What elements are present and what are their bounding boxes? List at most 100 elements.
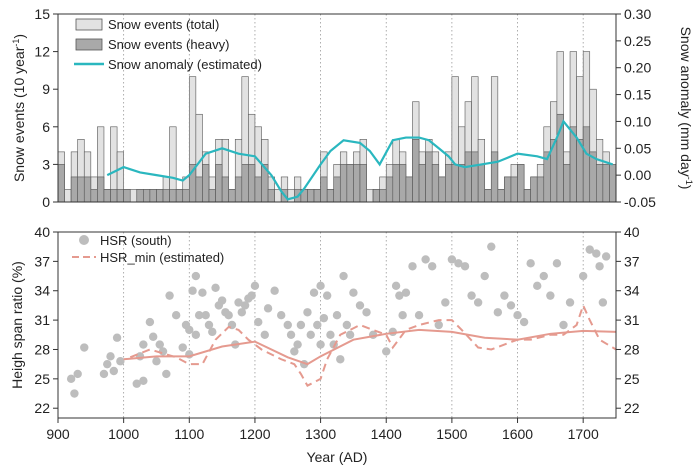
heavy-bar-1380	[372, 189, 380, 203]
hsr-point	[188, 286, 197, 295]
hsr-point	[116, 357, 125, 366]
hsr-point	[427, 262, 437, 271]
bottom-right-tick-label-40: 40	[624, 224, 640, 240]
bottom-right-tick-label-31: 31	[624, 312, 640, 328]
heavy-bar-1020	[136, 189, 144, 203]
hsr-point	[145, 317, 155, 327]
heavy-bar-1410	[392, 164, 400, 203]
hsr-point	[408, 262, 417, 271]
legend-label-anomaly: Snow anomaly (estimated)	[108, 57, 262, 72]
hsr-point	[240, 301, 250, 310]
hsr-point	[345, 330, 355, 339]
bottom-right-axis-ticks: 22 25 28 31 34 37 40	[616, 224, 640, 416]
hsr-point	[546, 291, 555, 300]
hsr-point	[559, 320, 568, 330]
hsr-point	[185, 325, 194, 335]
top-left-tick-label-15: 15	[34, 6, 50, 22]
hsr-point	[165, 291, 174, 300]
heavy-bar-1680	[569, 126, 577, 203]
hsr-point	[336, 355, 345, 364]
hsr-point	[132, 379, 141, 388]
heavy-bar-1040	[149, 189, 157, 203]
top-left-axis-ticks: 0 3 6 9 12 15	[34, 6, 58, 210]
heavy-bar-1430	[405, 176, 413, 203]
hsr-point	[460, 262, 470, 271]
heavy-bar-1060	[162, 189, 170, 203]
hsr-point	[270, 286, 279, 295]
heavy-bar-1570	[497, 189, 505, 203]
hsr-point	[480, 271, 489, 281]
snow-events-panel: 0 3 6 9 12 15 -0.05 0.00 0.05 0.10 0.15 0.20 0.25 0.…	[11, 6, 694, 210]
snow-anomaly-axis-label: Snow anomaly (mm day-1)	[678, 27, 694, 190]
hsr-point	[322, 291, 332, 300]
hsr-point	[487, 242, 496, 251]
heavy-bar-1180	[241, 164, 249, 203]
bottom-left-tick-label-25: 25	[34, 371, 50, 387]
top-right-tick-label-3: 0.10	[624, 113, 651, 129]
top-right-tick-label-2: 0.05	[624, 140, 651, 156]
hsr-panel: 22 25 28 31 34 37 40 22 25 28 31 34 37 40 900 1000 110…	[9, 224, 640, 465]
heavy-bar-1580	[504, 176, 512, 203]
heavy-bar-1560	[490, 151, 499, 203]
heavy-bar-1200	[254, 176, 262, 203]
heavy-bar-1440	[412, 139, 420, 203]
hsr-point	[217, 296, 227, 305]
hsr-point	[191, 330, 201, 339]
x-tick-label-1600: 1600	[502, 426, 533, 442]
heavy-bar-930	[77, 176, 85, 203]
top-right-tick-label-4: 0.15	[624, 87, 651, 103]
heavy-bar-1490	[445, 164, 453, 203]
hsr-point	[526, 259, 535, 268]
hsr-point	[198, 288, 207, 297]
hsr-point	[303, 308, 312, 317]
heavy-bar-990	[116, 189, 124, 203]
legend-label-heavy: Snow events (heavy)	[108, 37, 229, 52]
hsr-point	[421, 255, 430, 264]
heavy-bar-1310	[326, 189, 335, 203]
heavy-bar-1170	[234, 176, 243, 203]
heavy-bar-1220	[267, 189, 275, 203]
hsr-point	[592, 249, 601, 258]
heavy-bar-1460	[425, 151, 433, 203]
hsr-south-points	[66, 242, 611, 398]
hsr-point	[339, 271, 348, 281]
bottom-left-tick-label-28: 28	[34, 341, 50, 357]
legend-label-hsr-south: HSR (south)	[100, 233, 172, 248]
hsr-point	[286, 330, 296, 339]
heavy-bar-1280	[307, 189, 315, 203]
x-tick-label-1000: 1000	[108, 426, 139, 442]
heavy-bar-1030	[143, 189, 151, 203]
hsr-point	[595, 262, 604, 271]
hsr-min-smooth-line	[123, 328, 617, 366]
x-tick-label-900: 900	[46, 426, 70, 442]
hsr-point	[565, 298, 575, 307]
hsr-point	[152, 357, 161, 366]
hsr-point	[70, 389, 79, 398]
hsr-point	[171, 311, 181, 320]
hsr-point	[467, 291, 476, 300]
hsr-point	[316, 281, 325, 291]
heavy-bar-1050	[156, 189, 164, 203]
heavy-bar-1510	[458, 164, 466, 203]
hsr-point	[313, 320, 322, 330]
heavy-bar-1700	[582, 126, 591, 203]
hsr-point	[106, 352, 115, 361]
hsr-point	[441, 298, 450, 307]
hsr-point	[401, 288, 411, 297]
heavy-bar-1090	[182, 189, 190, 203]
top-left-tick-label-3: 3	[42, 156, 50, 172]
hsr-point	[398, 311, 407, 320]
top-right-tick-label-1: 0.00	[624, 167, 651, 183]
top-right-tick-label-0: -0.05	[624, 194, 656, 210]
bottom-left-tick-label-34: 34	[34, 283, 50, 299]
heavy-bar-1130	[208, 189, 216, 203]
heavy-bar-960	[97, 176, 105, 203]
hsr-point	[260, 330, 269, 339]
hsr-point	[194, 311, 204, 320]
hsr-point	[539, 271, 548, 281]
bottom-left-axis-ticks: 22 25 28 31 34 37 40	[34, 224, 58, 416]
heavy-bar-980	[110, 189, 118, 203]
hsr-point	[332, 311, 342, 320]
hsr-point	[316, 340, 325, 349]
